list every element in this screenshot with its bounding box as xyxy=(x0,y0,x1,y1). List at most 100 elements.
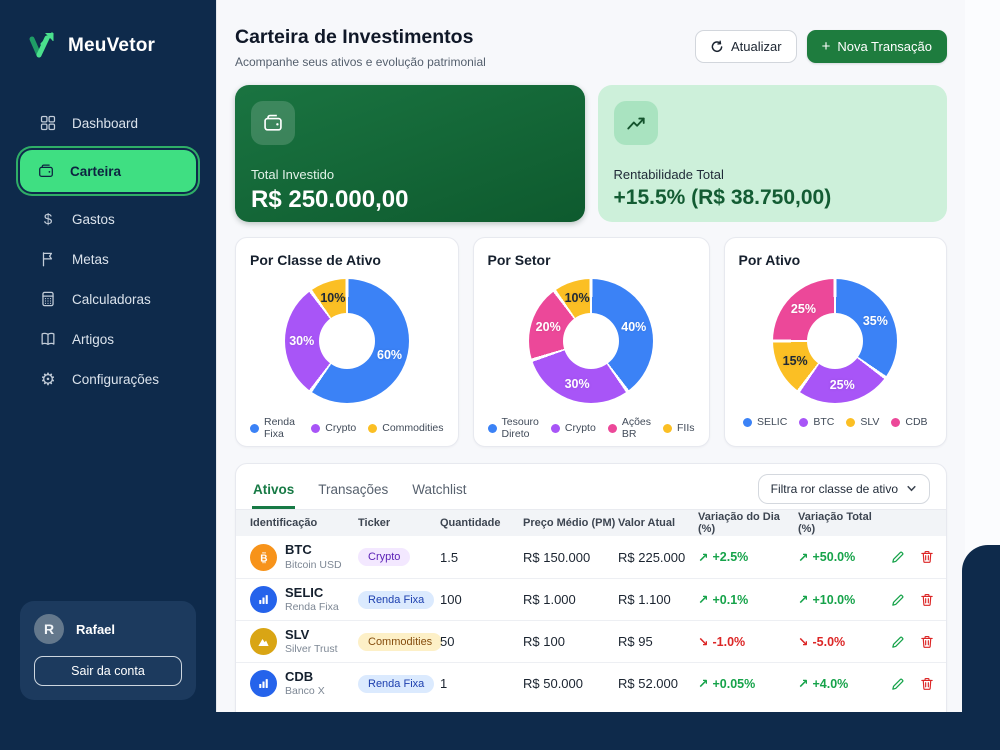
tabs: Ativos Transações Watchlist xyxy=(252,474,468,509)
calculator-icon xyxy=(38,289,58,309)
refresh-icon xyxy=(710,39,724,54)
total-return-value: +15.5% (R$ 38.750,00) xyxy=(613,186,832,209)
legend-dot xyxy=(550,423,560,433)
avg-price-cell: R$ 50.000 xyxy=(523,676,583,691)
legend-dot xyxy=(368,423,378,433)
sidebar-item-configuraes[interactable]: ⚙ Configurações xyxy=(0,362,216,396)
slice-label: 15% xyxy=(782,354,808,369)
column-header: Variação Total (%) xyxy=(798,511,872,535)
legend-dot xyxy=(311,423,321,433)
corner-decoration xyxy=(962,545,1000,713)
sidebar: MeuVetor Dashboard Carteira $ Gastos Metas Ca… xyxy=(0,0,216,750)
legend-item: Commodities xyxy=(368,416,444,440)
trend-up-icon: ↗ xyxy=(698,550,709,565)
chart-title: Por Setor xyxy=(487,252,551,268)
main-content: Carteira de Investimentos Acompanhe seus… xyxy=(216,0,965,712)
day-change-cell: ↗ +2.5% xyxy=(698,550,749,565)
bottom-bar xyxy=(0,712,1000,750)
tab-ativos[interactable]: Ativos xyxy=(252,482,296,509)
edit-button[interactable] xyxy=(890,592,906,608)
sidebar-item-metas[interactable]: Metas xyxy=(0,242,216,276)
allocation-charts: Por Classe de Ativo 60% 30% 10% Renda Fixa Cr… xyxy=(235,237,948,447)
trending-up-icon xyxy=(613,101,658,145)
delete-button[interactable] xyxy=(919,592,935,608)
sidebar-item-calculadoras[interactable]: Calculadoras xyxy=(0,282,216,316)
summary-cards: Total Investido R$ 250.000,00 Rentabilid… xyxy=(235,85,947,222)
slice-label: 30% xyxy=(564,376,590,391)
edit-button[interactable] xyxy=(890,634,906,650)
delete-button[interactable] xyxy=(919,549,935,565)
edit-button[interactable] xyxy=(890,549,906,565)
avatar: R xyxy=(34,614,64,644)
legend-dot xyxy=(607,423,617,433)
legend-item: Ações BR xyxy=(607,416,651,440)
flag-icon xyxy=(38,249,58,269)
table-header: Identificação Ticker Quantidade Preço Médio… xyxy=(236,510,946,536)
legend-item: SLV xyxy=(846,416,879,428)
plus-icon: + xyxy=(821,38,831,55)
total-change-cell: ↘ -5.0% xyxy=(798,634,846,650)
table-row: SLV Silver Trust Commodities 50 R$ 100 R$ 95 ↘… xyxy=(236,620,946,662)
sidebar-item-dashboard[interactable]: Dashboard xyxy=(0,106,216,140)
chart-card-3: Por Ativo 35% 25% 15% 25% SELIC BTC SLV CDB xyxy=(723,237,948,447)
brand: MeuVetor xyxy=(0,0,216,62)
trend-up-icon: ↗ xyxy=(798,593,809,607)
sidebar-item-carteira[interactable]: Carteira xyxy=(20,150,196,192)
tab-transaes[interactable]: Transações xyxy=(317,482,389,509)
sidebar-nav: Dashboard Carteira $ Gastos Metas Calculadora… xyxy=(0,106,216,396)
total-change-cell: ↗ +50.0% xyxy=(798,550,856,565)
slice-label: 60% xyxy=(377,347,403,362)
new-transaction-button[interactable]: + Nova Transação xyxy=(806,30,947,63)
btc-asset-icon: B xyxy=(250,543,277,571)
slice-label: 20% xyxy=(535,320,561,335)
asset-identification: SELIC Renda Fixa xyxy=(250,585,358,614)
day-change-cell: ↗ +0.05% xyxy=(698,676,756,692)
wallet-icon xyxy=(251,101,295,145)
day-change-cell: ↗ +0.1% xyxy=(698,592,749,608)
sidebar-item-artigos[interactable]: Artigos xyxy=(0,322,216,356)
user-name: Rafael xyxy=(76,621,116,637)
refresh-button[interactable]: Atualizar xyxy=(694,30,797,63)
slice-label: 25% xyxy=(790,302,816,317)
donut-chart: 40% 30% 20% 10% xyxy=(529,279,653,403)
chart-title: Por Classe de Ativo xyxy=(250,252,381,268)
legend-item: Crypto xyxy=(311,416,356,440)
table-body: B BTC Bitcoin USD Crypto 1.5 R$ 150.000 R$ 225… xyxy=(236,536,946,704)
total-return-card: Rentabilidade Total +15.5% (R$ 38.750,00… xyxy=(597,85,947,222)
legend-item: BTC xyxy=(799,416,834,428)
asset-identification: B BTC Bitcoin USD xyxy=(250,542,358,571)
slice-label: 10% xyxy=(320,291,346,306)
book-icon xyxy=(38,329,58,349)
delete-button[interactable] xyxy=(919,676,935,692)
trend-down-icon: ↘ xyxy=(698,635,709,649)
legend-dot xyxy=(799,417,809,427)
donut-chart: 60% 30% 10% xyxy=(284,279,409,403)
delete-button[interactable] xyxy=(919,634,935,650)
selic-asset-icon xyxy=(250,586,277,613)
user-card: R Rafael Sair da conta xyxy=(20,601,196,700)
wallet-icon xyxy=(36,161,56,181)
logout-button[interactable]: Sair da conta xyxy=(34,656,182,686)
slice-label: 10% xyxy=(564,291,590,306)
chart-title: Por Ativo xyxy=(738,252,801,268)
edit-button[interactable] xyxy=(890,676,906,692)
current-value-cell: R$ 1.100 xyxy=(618,592,671,607)
avg-price-cell: R$ 150.000 xyxy=(523,549,591,565)
legend-item: FIIs xyxy=(663,416,695,440)
tab-watchlist[interactable]: Watchlist xyxy=(411,482,467,509)
trend-up-icon: ↗ xyxy=(698,593,709,607)
day-change-cell: ↘ -1.0% xyxy=(698,634,746,650)
chart-legend: SELIC BTC SLV CDB xyxy=(739,416,933,428)
table-row: SELIC Renda Fixa Renda Fixa 100 R$ 1.000 R$ 1… xyxy=(236,578,946,620)
total-change-cell: ↗ +4.0% xyxy=(798,676,849,692)
gear-icon: ⚙ xyxy=(40,369,56,389)
slice-label: 40% xyxy=(621,320,647,335)
legend-item: Crypto xyxy=(550,416,596,440)
avg-price-cell: R$ 1.000 xyxy=(523,592,576,607)
sidebar-item-gastos[interactable]: $ Gastos xyxy=(0,202,216,236)
cdb-asset-icon xyxy=(250,670,277,697)
brand-logo-icon xyxy=(26,30,58,62)
donut-chart: 35% 25% 15% 25% xyxy=(773,279,898,403)
legend-dot xyxy=(846,417,856,427)
asset-class-filter[interactable]: Filtra ror classe de ativo xyxy=(757,473,930,504)
